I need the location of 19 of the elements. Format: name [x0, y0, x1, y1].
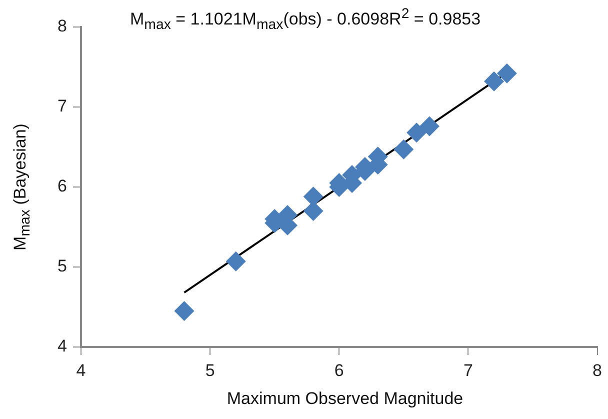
y-tick-label: 8: [58, 16, 67, 36]
x-tick-label: 4: [76, 360, 86, 380]
point: [226, 251, 246, 272]
point: [496, 63, 517, 84]
point: [394, 139, 414, 160]
x-tick-label: 6: [334, 360, 344, 380]
y-tick-label: 7: [58, 96, 67, 116]
point: [174, 301, 194, 321]
y-tick-label: 6: [58, 176, 67, 196]
point: [419, 116, 440, 136]
x-tick-label: 5: [205, 360, 215, 380]
x-tick-label: 7: [463, 360, 473, 380]
point: [484, 71, 504, 92]
x-axis-title: Maximum Observed Magnitude: [226, 389, 464, 409]
chart-title: M$_{max}$ = 1.1021M$_{max}$(obs) - 0.6098R$^{2}$ = 0.9853: [130, 6, 481, 34]
y-tick-label: 4: [58, 336, 67, 356]
point: [406, 122, 427, 143]
y-tick-label: 5: [58, 256, 67, 276]
x-tick-label: 8: [592, 360, 602, 380]
